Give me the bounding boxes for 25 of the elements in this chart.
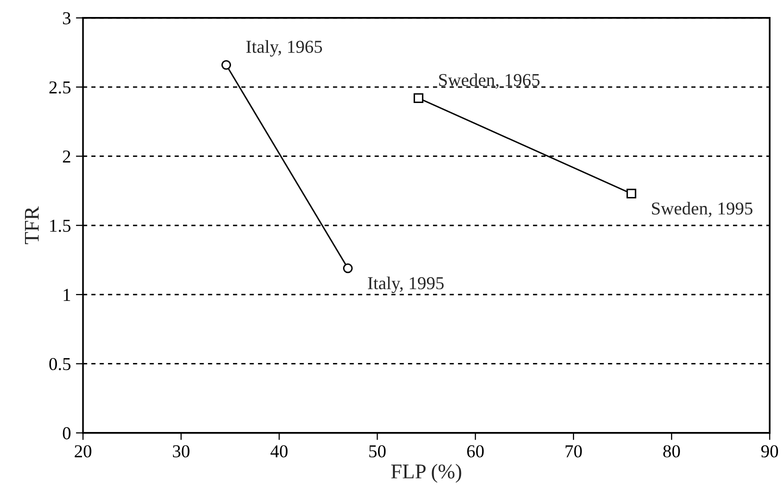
x-tick-label: 20 (74, 445, 92, 458)
x-tick-label: 80 (663, 445, 680, 458)
point (343, 263, 353, 274)
x-tick-label: 30 (172, 445, 190, 458)
y-tick-label: 2 (62, 150, 70, 162)
x-tick-label: 40 (270, 445, 288, 458)
point (414, 93, 424, 103)
y-tick-label: 2.5 (49, 81, 70, 94)
point (221, 60, 232, 70)
y-tick-label: 1 (64, 288, 70, 301)
annotation: Sweden, 1965 (439, 73, 540, 89)
y-tick-label: 3 (63, 12, 70, 24)
point (626, 188, 636, 198)
y-axis-title: TFR (24, 206, 39, 244)
x-tick-label: 50 (369, 445, 386, 458)
annotation: Italy, 1965 (246, 40, 322, 57)
x-axis-title: FLP (%) (391, 464, 462, 483)
annotation: Italy, 1995 (368, 276, 444, 294)
x-tick-label: 90 (761, 445, 778, 458)
annotation: Sweden, 1995 (652, 202, 752, 218)
y-tick-label: 0 (62, 427, 71, 440)
x-tick-label: 60 (467, 445, 484, 458)
y-tick-label: 0.5 (49, 358, 70, 370)
y-tick-label: 1.5 (50, 220, 70, 232)
x-tick-label: 70 (566, 445, 582, 458)
